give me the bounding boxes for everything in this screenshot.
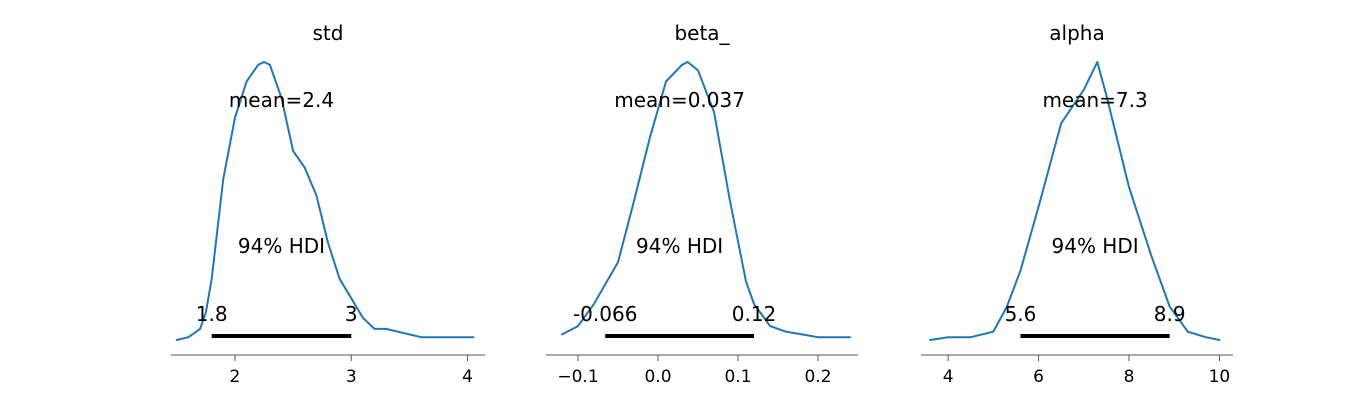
- mean-label: mean=0.037: [614, 88, 745, 112]
- x-tick-label: −0.1: [557, 367, 598, 387]
- hdi-label: 94% HDI: [238, 234, 325, 258]
- density-curve: [561, 61, 851, 339]
- mean-label: mean=7.3: [1042, 88, 1147, 112]
- x-tick-label: 10: [1209, 367, 1231, 387]
- x-tick-label: 3: [346, 367, 357, 387]
- x-tick-label: 4: [943, 367, 954, 387]
- mean-label: mean=2.4: [229, 88, 334, 112]
- panel-beta: beta_ mean=0.037 94% HDI -0.066 0.12 −0.1 0.0 0…: [546, 21, 858, 387]
- x-tick-label: 6: [1033, 367, 1044, 387]
- hdi-label: 94% HDI: [1052, 234, 1139, 258]
- x-tick-label: 4: [462, 367, 473, 387]
- x-tick-label: 0.1: [724, 367, 751, 387]
- x-tick-label: 0.2: [804, 367, 831, 387]
- density-curve: [175, 61, 475, 341]
- panel-title: beta_: [674, 21, 730, 45]
- hdi-label: 94% HDI: [636, 234, 723, 258]
- hdi-low-label: 1.8: [196, 302, 228, 326]
- x-tick-label: 2: [230, 367, 241, 387]
- x-tick-label: 8: [1124, 367, 1135, 387]
- hdi-low-label: -0.066: [573, 302, 637, 326]
- x-tick-label: 0.0: [644, 367, 671, 387]
- panel-title: alpha: [1049, 21, 1104, 45]
- hdi-high-label: 0.12: [732, 302, 777, 326]
- density-curve: [929, 61, 1221, 341]
- panel-std: std mean=2.4 94% HDI 1.8 3 2 3 4: [171, 21, 485, 387]
- hdi-high-label: 8.9: [1154, 302, 1186, 326]
- panel-alpha: alpha mean=7.3 94% HDI 5.6 8.9 4 6 8 10: [921, 21, 1233, 387]
- panel-title: std: [313, 21, 344, 45]
- hdi-high-label: 3: [345, 302, 358, 326]
- hdi-low-label: 5.6: [1005, 302, 1037, 326]
